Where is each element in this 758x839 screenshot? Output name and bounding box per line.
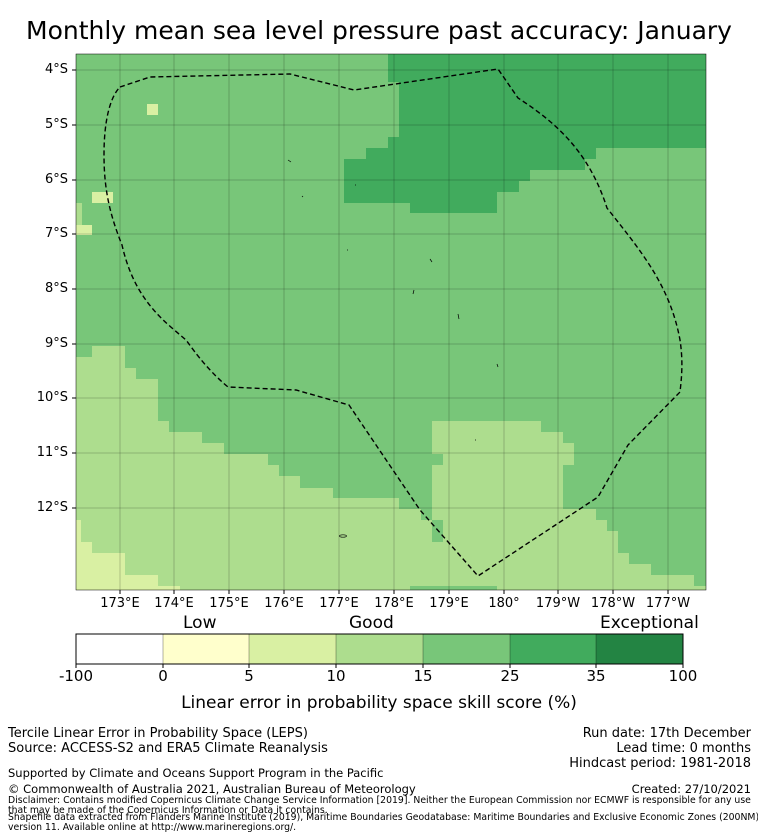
skill-raster [76,54,706,590]
region-low-north [147,104,158,115]
lon-label: 178°W [590,596,636,611]
lat-label: 5°S [44,117,68,132]
region-good-islet [432,520,443,542]
lon-label: 173°E [100,596,140,611]
lon-label: 180° [488,596,520,611]
colorbar-tick: 5 [244,667,254,685]
lon-label: 177°E [319,596,359,611]
region-low-west-1 [76,203,82,225]
region-verygood-northeast [344,54,706,213]
colorbar [75,633,684,668]
lat-label: 7°S [44,226,68,241]
colorbar-segment-0 [76,634,163,664]
lat-label: 11°S [36,445,68,460]
lon-label: 176°E [264,596,304,611]
map-title: Monthly mean sea level pressure past acc… [26,16,732,45]
map-frame [75,53,707,591]
lat-label: 12°S [36,500,68,515]
region-low-west-3 [92,192,113,203]
run-date: Run date: 17th December [582,726,751,741]
source-text: Source: ACCESS-S2 and ERA5 Climate Reana… [8,741,328,756]
lon-label: 177°W [645,596,691,611]
lat-label: 4°S [44,62,68,77]
lat-label: 8°S [44,281,68,296]
disclaimer-text-2: that may be made of the Copernicus Infor… [8,805,328,816]
shapefile-text: Shapefile data extracted from Flanders M… [8,812,758,823]
lon-label: 174°E [154,596,194,611]
region-low-west-2 [76,225,92,235]
colorbar-tick: 100 [668,667,698,685]
lon-label: 178°E [374,596,414,611]
category-exceptional: Exceptional [600,613,699,633]
colorbar-tick: 0 [158,667,168,685]
colorbar-segment-5 [510,634,596,664]
colorbar-tick: -100 [58,667,94,685]
colorbar-segment-4 [423,634,510,664]
colorbar-segment-1 [163,634,249,664]
map-figure [72,53,707,668]
category-low: Low [183,613,217,633]
lon-label: 175°E [209,596,249,611]
lon-label: 179°W [535,596,581,611]
colorbar-segment-6 [596,634,683,664]
colorbar-tick: 25 [500,667,520,685]
colorbar-tick: 10 [326,667,346,685]
axis-ticks [72,69,669,594]
region-low-southwest [76,520,180,590]
lead-time: Lead time: 0 months [616,741,751,756]
lon-label: 179°E [429,596,469,611]
lat-label: 10°S [36,390,68,405]
method-text: Tercile Linear Error in Probability Spac… [8,726,308,741]
disclaimer-text: Disclaimer: Contains modified Copernicus… [8,795,751,806]
colorbar-segment-3 [336,634,423,664]
islands [287,159,499,538]
support-text: Supported by Climate and Oceans Support … [8,766,384,780]
lat-label: 6°S [44,172,68,187]
region-good-south [410,586,497,590]
eez-boundary [103,68,683,577]
category-good: Good [349,613,394,633]
hindcast-period: Hindcast period: 1981-2018 [569,756,751,771]
colorbar-tick: 35 [586,667,606,685]
colorbar-tick: 15 [413,667,433,685]
colorbar-segment-2 [249,634,336,664]
created-date: Created: 27/10/2021 [631,782,751,796]
lat-label: 9°S [44,336,68,351]
copyright-text: © Commonwealth of Australia 2021, Austra… [8,782,416,796]
shapefile-text-2: version 11. Available online at http://w… [8,822,297,833]
colorbar-title: Linear error in probability space skill … [181,693,577,713]
graticule [76,54,706,590]
